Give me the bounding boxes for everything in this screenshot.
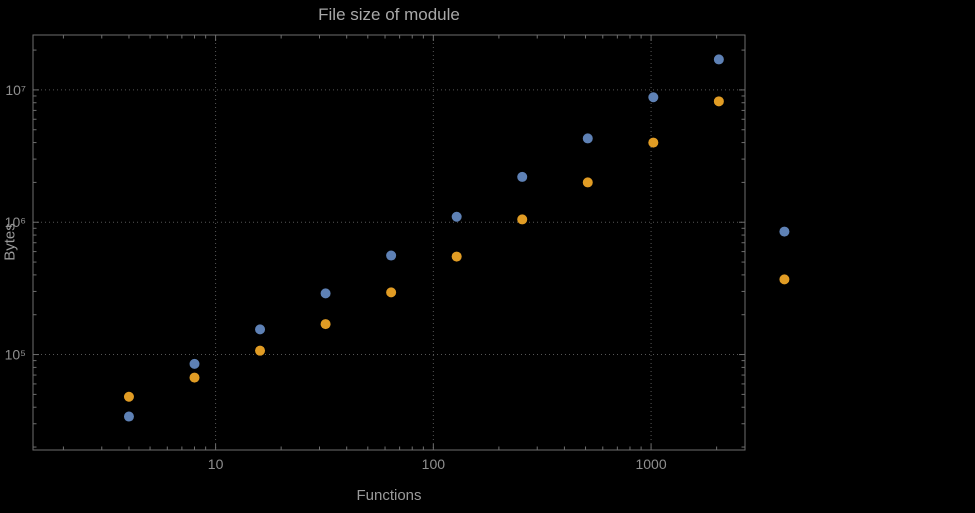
data-point-orange	[451, 251, 462, 262]
data-point-blue	[255, 324, 266, 335]
y-axis-label: Bytes	[1, 223, 19, 261]
data-point-blue	[386, 250, 397, 261]
data-point-orange	[320, 319, 331, 330]
x-tick-label: 100	[422, 456, 446, 472]
data-point-orange	[255, 345, 266, 356]
data-point-orange	[779, 274, 790, 285]
data-point-blue	[517, 171, 528, 182]
data-point-blue	[713, 54, 724, 65]
y-tick-label: 10⁶	[5, 214, 26, 230]
y-tick-label: 10⁷	[5, 82, 26, 98]
plot-frame	[32, 34, 746, 451]
x-tick-label: 10	[208, 456, 224, 472]
data-point-orange	[189, 372, 200, 383]
data-point-blue	[582, 133, 593, 144]
data-point-orange	[582, 177, 593, 188]
data-point-blue	[648, 92, 659, 103]
data-point-blue	[779, 226, 790, 237]
data-point-orange	[713, 96, 724, 107]
data-point-orange	[648, 137, 659, 148]
x-tick-label: 1000	[635, 456, 666, 472]
data-point-blue	[451, 211, 462, 222]
data-point-orange	[517, 214, 528, 225]
data-point-orange	[386, 287, 397, 298]
data-point-blue	[320, 288, 331, 299]
y-tick-label: 10⁵	[5, 347, 26, 363]
x-axis-label: Functions	[356, 487, 422, 504]
data-point-blue	[123, 411, 134, 422]
data-point-orange	[123, 391, 134, 402]
data-point-blue	[189, 358, 200, 369]
chart-title: File size of module	[318, 5, 460, 24]
